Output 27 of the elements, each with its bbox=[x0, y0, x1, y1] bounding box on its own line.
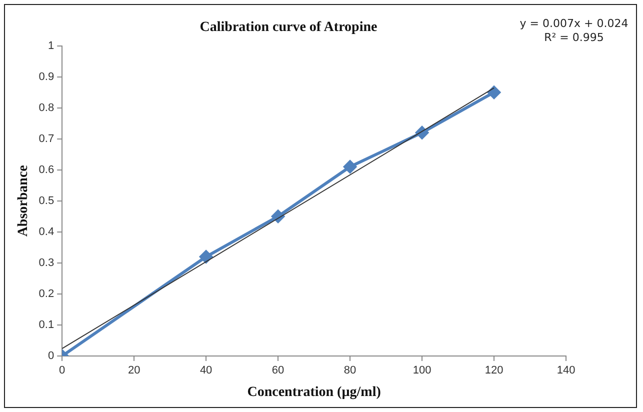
x-tick-label: 40 bbox=[200, 364, 212, 377]
text: y = 0.007x + 0.024 bbox=[520, 17, 628, 30]
x-tick-label: 100 bbox=[412, 364, 432, 377]
y-tick-label: 0.6 bbox=[38, 164, 54, 176]
y-tick-label: 0.7 bbox=[38, 132, 54, 145]
x-tick-label: 120 bbox=[484, 364, 504, 377]
y-tick-label: 0.5 bbox=[38, 194, 54, 207]
x-tick-label: 80 bbox=[344, 364, 356, 377]
y-tick-label: 0.9 bbox=[38, 70, 54, 83]
x-tick-label: 140 bbox=[556, 364, 576, 377]
x-tick-label: 0 bbox=[59, 364, 66, 377]
point bbox=[488, 86, 501, 99]
text: R² = 0.995 bbox=[544, 31, 604, 44]
x-tick-label: 60 bbox=[272, 364, 284, 377]
y-axis-title: Absorbance bbox=[16, 165, 32, 237]
chart-title: Calibration curve of Atropine bbox=[200, 20, 378, 36]
point bbox=[344, 160, 357, 174]
point bbox=[200, 250, 213, 264]
x-tick-label: 20 bbox=[128, 364, 140, 377]
x-axis-title: Concentration (µg/ml) bbox=[247, 385, 382, 400]
y-tick-label: 0.1 bbox=[38, 319, 54, 332]
y-tick-label: 0 bbox=[48, 350, 54, 362]
y-tick-label: 0.3 bbox=[38, 256, 54, 269]
y-tick-label: 1 bbox=[48, 40, 54, 52]
y-tick-label: 0.4 bbox=[38, 226, 54, 238]
y-tick-label: 0.2 bbox=[38, 288, 54, 300]
y-tick-label: 0.8 bbox=[38, 102, 54, 114]
